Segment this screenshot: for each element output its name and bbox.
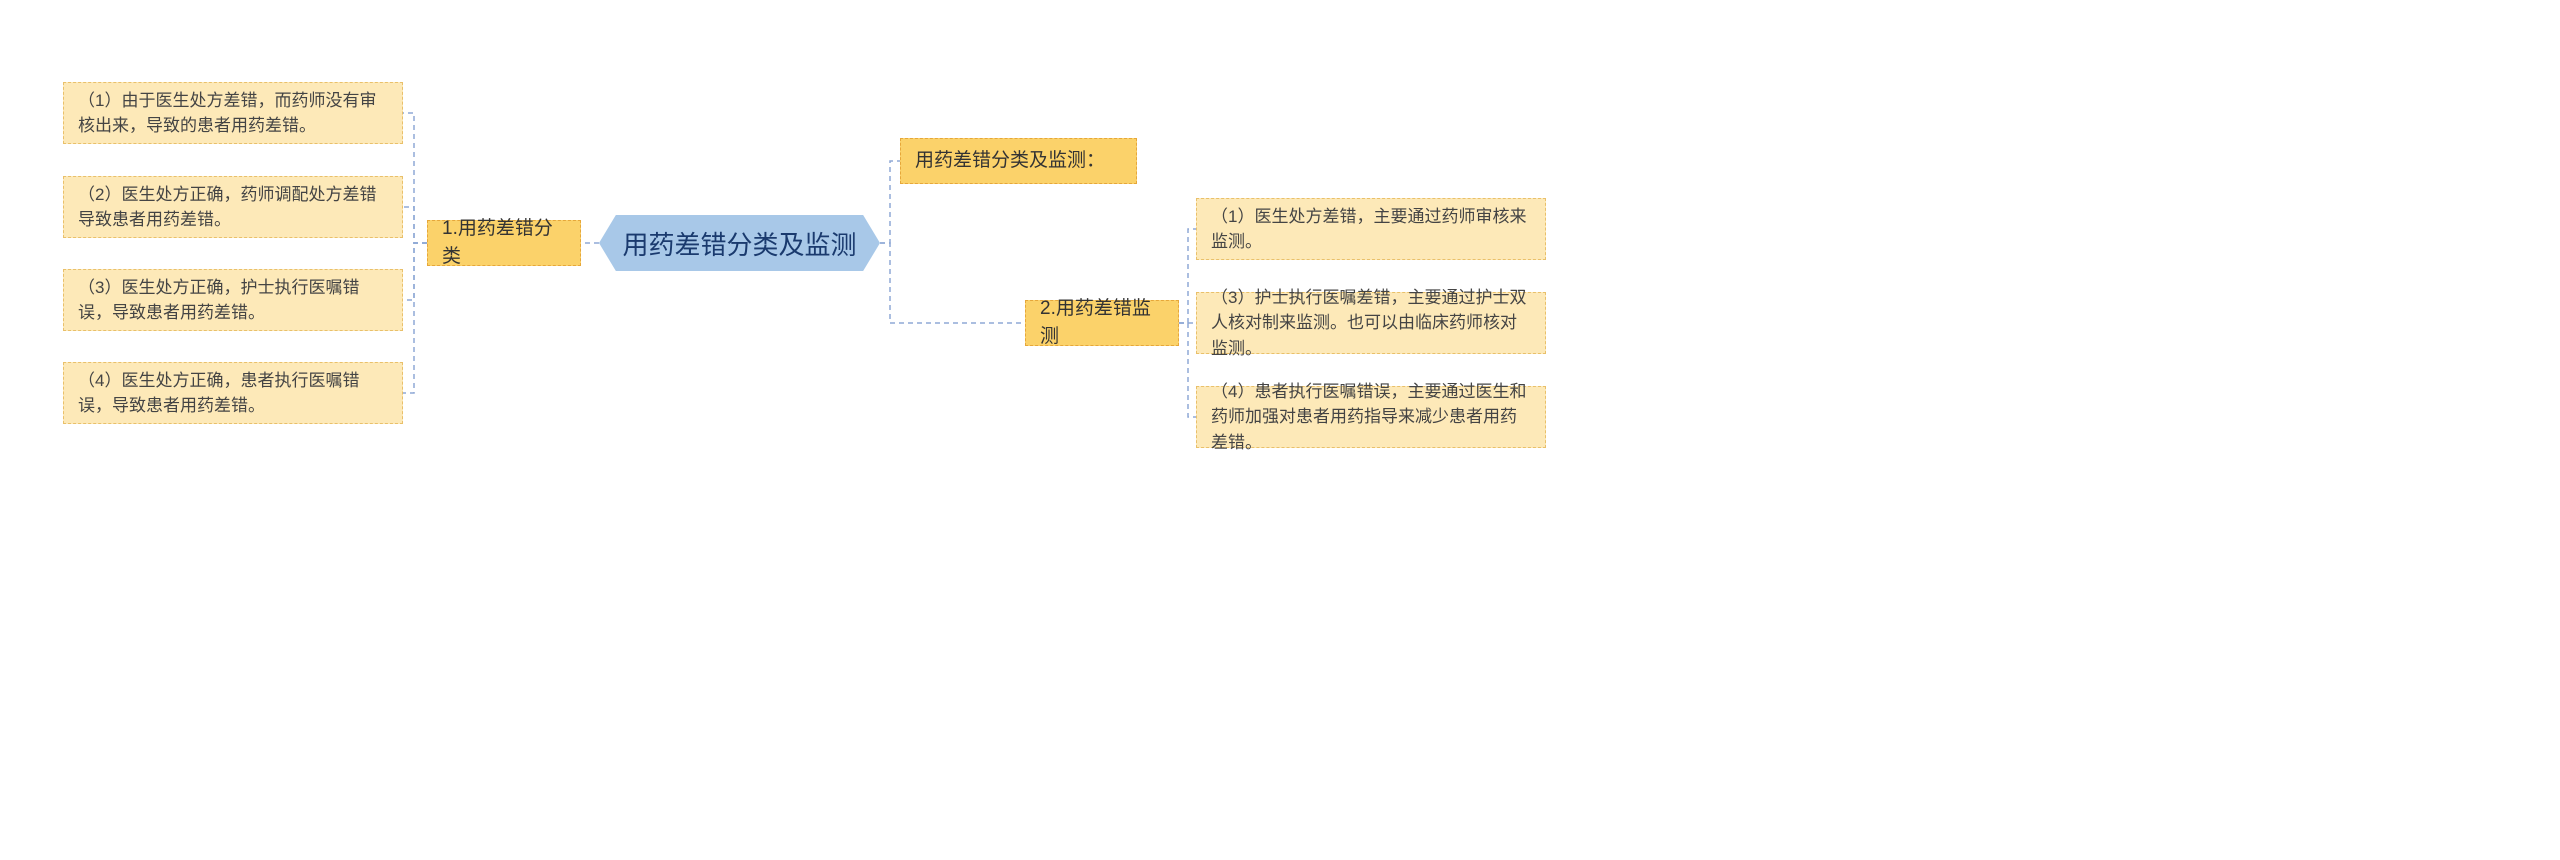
right-leaf-0: （1）医生处方差错，主要通过药师审核来监测。 <box>1196 198 1546 260</box>
right-primary-1: 用药差错分类及监测： <box>900 138 1137 184</box>
center-node: 用药差错分类及监测 <box>599 215 880 271</box>
mindmap-canvas: 用药差错分类及监测 1.用药差错分类 （1）由于医生处方差错，而药师没有审核出来… <box>0 0 2560 860</box>
left-primary-node: 1.用药差错分类 <box>427 220 581 266</box>
left-leaf-0: （1）由于医生处方差错，而药师没有审核出来，导致的患者用药差错。 <box>63 82 403 144</box>
connector-left-primary-left-leaf-2 <box>403 243 427 300</box>
connector-left-primary-left-leaf-1 <box>403 207 427 243</box>
left-leaf-2: （3）医生处方正确，护士执行医嘱错误，导致患者用药差错。 <box>63 269 403 331</box>
right-leaf-1: （3）护士执行医嘱差错，主要通过护士双人核对制来监测。也可以由临床药师核对监测。 <box>1196 292 1546 354</box>
connector-center-right-right-primary-1 <box>880 161 900 243</box>
right-leaf-2: （4）患者执行医嘱错误，主要通过医生和药师加强对患者用药指导来减少患者用药差错。 <box>1196 386 1546 448</box>
connector-right-primary-2-right-leaf-2 <box>1179 323 1196 417</box>
connector-left-primary-left-leaf-0 <box>403 113 427 243</box>
connector-right-primary-2-right-leaf-0 <box>1179 229 1196 323</box>
left-leaf-1: （2）医生处方正确，药师调配处方差错导致患者用药差错。 <box>63 176 403 238</box>
connector-center-right-right-primary-2 <box>880 243 1025 323</box>
right-primary-2: 2.用药差错监测 <box>1025 300 1179 346</box>
left-leaf-3: （4）医生处方正确，患者执行医嘱错误，导致患者用药差错。 <box>63 362 403 424</box>
connector-left-primary-left-leaf-3 <box>403 243 427 393</box>
